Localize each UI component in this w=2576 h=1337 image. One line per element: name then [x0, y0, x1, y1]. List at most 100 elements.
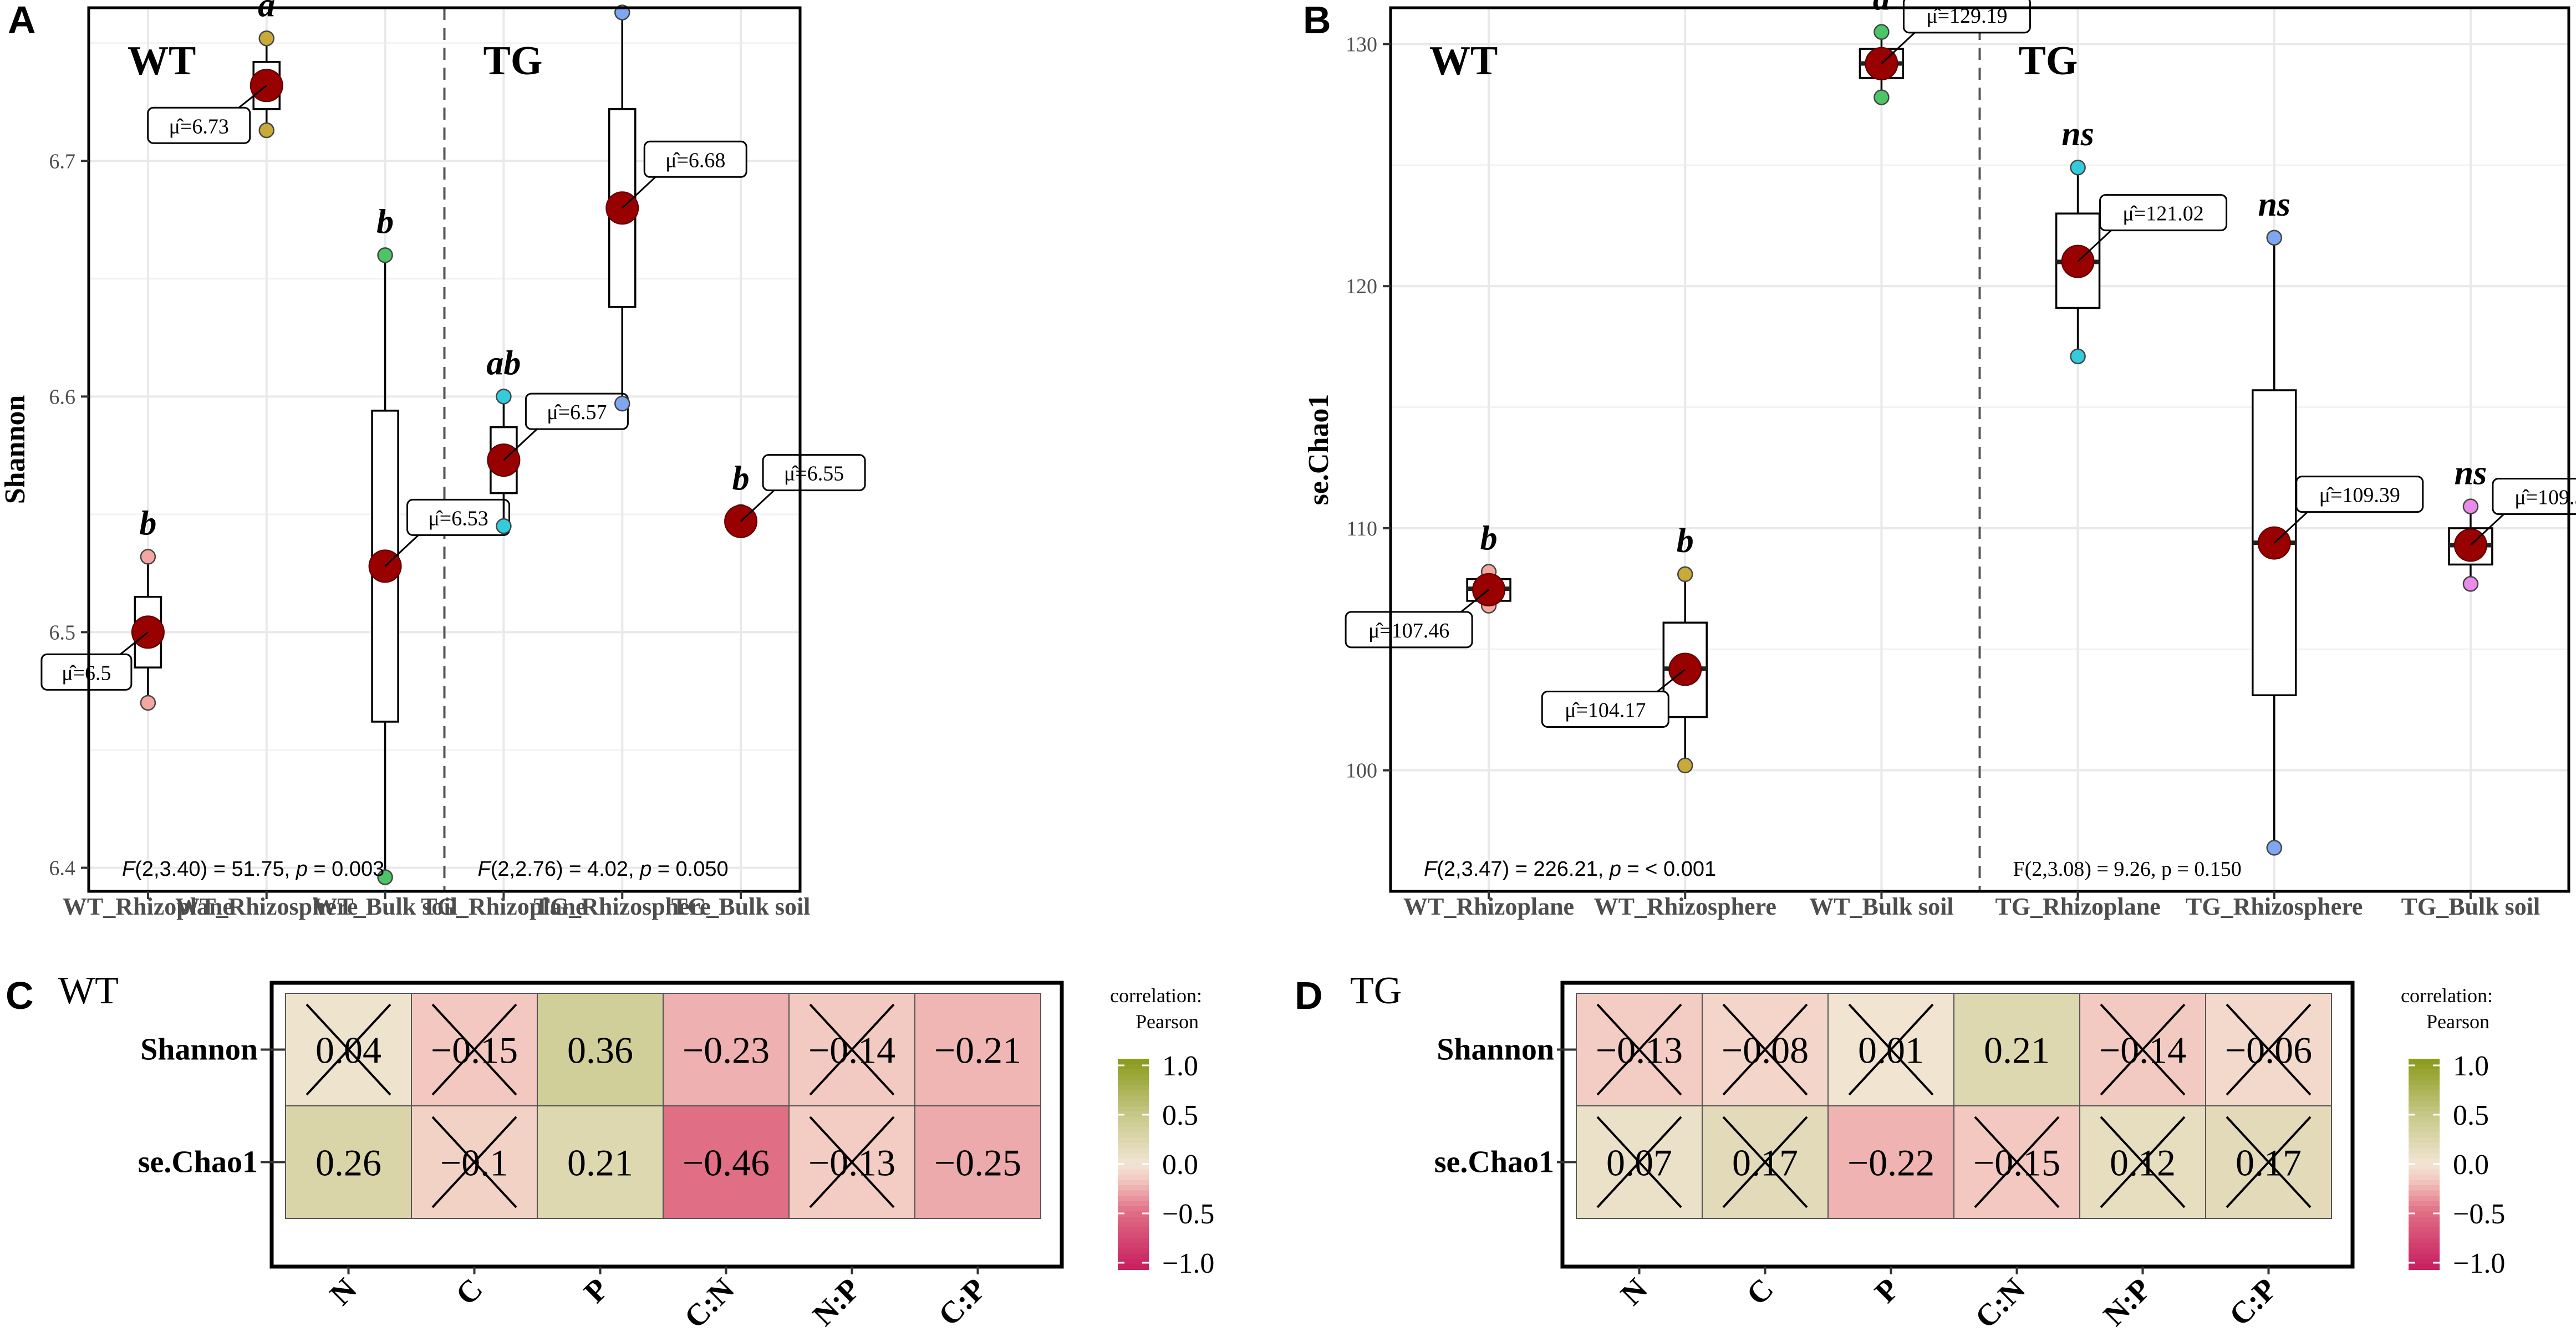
legend-color-step [2409, 1164, 2440, 1170]
significance-letter: ns [2258, 186, 2290, 223]
significance-letter: b [1480, 520, 1498, 558]
legend-color-step [2409, 1154, 2440, 1160]
y-tick-label: 6.6 [49, 385, 76, 409]
data-point [614, 395, 630, 412]
legend-color-step [2409, 1243, 2440, 1249]
heatmap-cell [285, 1105, 412, 1219]
legend-color-step [1118, 1238, 1149, 1244]
legend-color-step [1118, 1222, 1149, 1228]
row-label: Shannon [140, 1033, 258, 1067]
legend-color-step [1118, 1127, 1149, 1133]
legend-tick-label: −0.5 [2453, 1198, 2505, 1230]
col-label: C:N [678, 1272, 741, 1335]
mean-label-box [2295, 476, 2424, 513]
data-point [258, 122, 274, 139]
legend-color-step [2409, 1122, 2440, 1128]
mean-leader [2077, 229, 2112, 262]
col-label: C:N [1968, 1272, 2032, 1335]
row-label: se.Chao1 [138, 1145, 258, 1180]
legend-color-step [1118, 1074, 1149, 1080]
legend-color-step [2409, 1259, 2440, 1265]
mean-label-box [1345, 611, 1473, 649]
heatmap-panel-D: DTGShannon−0.13−0.080.010.21−0.14−0.06se… [1295, 969, 2505, 1335]
significance-letter: ns [2455, 455, 2487, 492]
legend-color-step [2409, 1101, 2440, 1107]
legend-color-step [1118, 1180, 1149, 1186]
cross-mark [2100, 1116, 2186, 1208]
group-label: TG [483, 38, 543, 84]
mean-leader [384, 534, 419, 567]
legend-color-step [2409, 1232, 2440, 1238]
group-label: WT [128, 38, 196, 84]
legend-color-step [1118, 1206, 1149, 1212]
mean-label: μ̂=109.3 [2514, 486, 2576, 509]
legend-color-step [2409, 1196, 2440, 1202]
mean-leader [622, 176, 656, 209]
legend-color-step [1118, 1137, 1149, 1144]
x-tick-label: TG_Rhizosphere [534, 893, 711, 920]
data-point [140, 549, 156, 565]
legend-color-step [1118, 1159, 1149, 1165]
col-label: C:P [2223, 1272, 2284, 1333]
significance-letter: b [1677, 522, 1694, 560]
x-tick-label: WT_Rhizoplane [63, 893, 233, 920]
legend-color-step [1118, 1201, 1149, 1207]
col-label: P [1869, 1272, 1906, 1309]
legend-color-step [1118, 1116, 1149, 1122]
legend-color-step [2409, 1080, 2440, 1086]
mean-label-box [643, 140, 747, 178]
cross-mark [2226, 1003, 2312, 1096]
y-tick-label: 100 [1346, 759, 1377, 783]
legend-color-step [2409, 1248, 2440, 1254]
y-axis-title: se.Chao1 [1303, 394, 1335, 506]
x-tick-label: WT_Bulk soil [313, 893, 457, 920]
legend-tick-label: −1.0 [1162, 1248, 1214, 1279]
legend-color-step [1118, 1190, 1149, 1196]
cross-mark [306, 1003, 391, 1096]
legend-color-step [2409, 1201, 2440, 1207]
col-label: N:P [2097, 1272, 2158, 1333]
cross-mark [1722, 1116, 1808, 1208]
legend-color-step [1118, 1080, 1149, 1086]
legend-color-step [1118, 1143, 1149, 1149]
legend-color-step [1118, 1059, 1149, 1065]
col-label: N [323, 1272, 363, 1312]
x-tick-label: WT_Rhizosphere [175, 893, 358, 920]
legend-subtitle: Pearson [1136, 1011, 1199, 1033]
legend-color-step [1118, 1069, 1149, 1075]
legend-tick-label: 0.0 [1162, 1149, 1198, 1181]
legend-color-step [2409, 1069, 2440, 1075]
mean-leader [740, 489, 775, 522]
y-tick-label: 6.7 [49, 150, 76, 173]
legend-color-step [1118, 1232, 1149, 1238]
cross-mark [1596, 1116, 1682, 1208]
legend-color-step [2409, 1074, 2440, 1080]
mean-label-box [147, 106, 251, 144]
heatmap-title: TG [1350, 969, 1402, 1012]
x-tick-label: TG_Bulk soil [671, 893, 811, 920]
significance-letter: b [139, 504, 156, 542]
mean-label: μ̂=6.5 [62, 661, 111, 685]
mean-label: μ̂=6.53 [428, 507, 488, 530]
x-tick-label: WT_Rhizosphere [1594, 893, 1776, 920]
cross-mark [1848, 1003, 1934, 1096]
panel-letter: C [6, 974, 34, 1017]
data-point [1874, 89, 1890, 105]
panel-letter: D [1295, 974, 1323, 1017]
legend-color-step [2409, 1159, 2440, 1165]
legend-color-step [2409, 1085, 2440, 1091]
group-label: WT [1429, 38, 1498, 84]
legend-color-step [2409, 1190, 2440, 1196]
cross-mark [809, 1116, 895, 1208]
heatmap-cell [1827, 1105, 1954, 1219]
cross-mark [2226, 1116, 2312, 1208]
legend-color-step [2409, 1169, 2440, 1175]
mean-leader [2273, 511, 2308, 544]
mean-label-box [762, 454, 866, 492]
cell-value: −0.23 [683, 1029, 770, 1071]
y-axis-title: Shannon [0, 395, 31, 504]
cross-mark [2100, 1003, 2186, 1096]
mean-label-box [406, 498, 511, 536]
data-point [2070, 159, 2086, 176]
